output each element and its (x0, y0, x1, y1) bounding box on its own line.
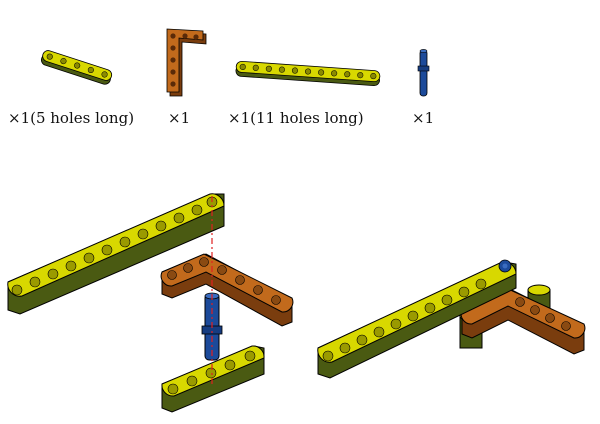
assembled-beam-11-holes (322, 278, 487, 362)
assembled-view (317, 259, 586, 379)
beam-hole (46, 53, 53, 60)
beam-hole (331, 70, 338, 77)
beam-hole (87, 66, 94, 74)
label-beam-11-holes: ×1(11 holes long) (228, 109, 364, 127)
assembled-beam-11 (317, 259, 517, 379)
label-beam-5-holes: ×1(5 holes long) (8, 109, 134, 127)
label-blue-axle-pin: ×1 (412, 109, 434, 127)
beam-hole (318, 69, 325, 76)
beam-hole (60, 58, 67, 65)
beam-hole (344, 71, 351, 78)
beam-hole (291, 67, 299, 74)
beam-hole (252, 64, 259, 71)
beam-hole (278, 66, 285, 73)
exploded-l-beam-holes (167, 257, 281, 305)
exploded-beam-11-holes (11, 196, 218, 296)
beam-hole (370, 73, 377, 80)
part-beam-11-holes (235, 60, 381, 87)
beam-hole (304, 68, 312, 75)
beam-hole (239, 63, 246, 70)
assembled-l-beam-holes (515, 297, 571, 331)
beam-5-holes (46, 53, 108, 78)
l-beam-holes (170, 33, 199, 87)
part-orange-l-beam (166, 28, 207, 97)
beam-hole (265, 65, 272, 72)
part-beam-5-holes (41, 50, 113, 85)
exploded-orange-l-beam (160, 253, 294, 327)
beam-hole (357, 72, 364, 79)
assembled-orange-l-beam (460, 287, 586, 355)
exploded-view (7, 193, 294, 413)
part-blue-axle-pin (417, 49, 430, 97)
beam-hole (74, 62, 81, 69)
label-orange-l-beam: ×1 (168, 109, 190, 127)
beam-hole (101, 71, 108, 78)
exploded-beam-5 (161, 345, 265, 413)
exploded-beam-11 (7, 193, 225, 315)
exploded-beam-5-holes (167, 350, 256, 395)
beam-11-holes (239, 63, 377, 80)
